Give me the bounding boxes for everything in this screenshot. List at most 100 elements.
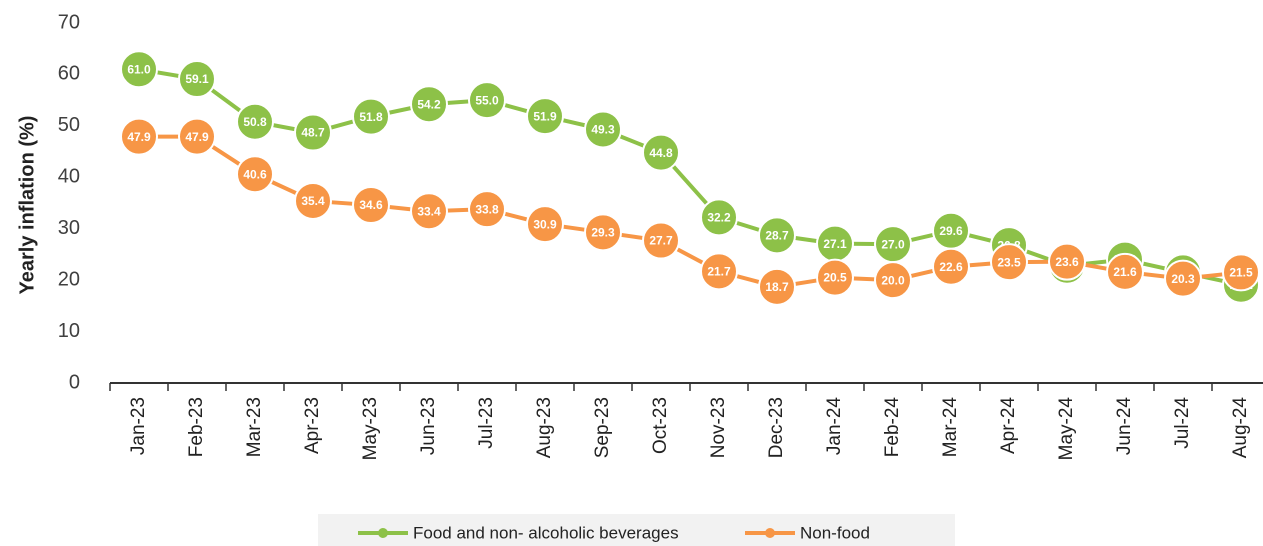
- point: [1222, 253, 1260, 292]
- point: [352, 186, 390, 225]
- y-tick-label: 40: [58, 166, 80, 188]
- data-label: 51.9: [533, 109, 557, 123]
- legend-marker: [378, 528, 388, 538]
- point: [178, 117, 216, 156]
- y-tick-label: 10: [58, 320, 80, 342]
- x-tick-label: Sep-23: [592, 397, 613, 458]
- data-label: 21.7: [707, 265, 731, 279]
- point: [816, 258, 854, 297]
- x-tick-label: Aug-24: [1230, 397, 1251, 459]
- data-label: 20.3: [1171, 272, 1195, 286]
- y-tick-label: 50: [58, 114, 80, 136]
- point: [700, 252, 738, 291]
- point: [526, 97, 564, 136]
- data-label: 18.7: [765, 280, 789, 294]
- x-tick-label: May-23: [360, 397, 381, 460]
- x-tick-label: Jul-23: [476, 397, 497, 449]
- data-label: 34.6: [359, 198, 383, 212]
- legend-marker: [765, 528, 775, 538]
- y-tick-label: 20: [58, 268, 80, 290]
- point: [120, 50, 158, 89]
- data-label: 20.5: [823, 271, 847, 285]
- x-tick-label: Mar-24: [940, 397, 961, 458]
- point: [584, 110, 622, 149]
- data-label: 30.9: [533, 217, 557, 231]
- data-label: 61.0: [127, 62, 151, 76]
- point: [990, 243, 1028, 282]
- y-tick-label: 30: [58, 217, 80, 239]
- point: [932, 247, 970, 286]
- point: [178, 60, 216, 99]
- data-label: 33.8: [475, 202, 499, 216]
- data-label: 55.0: [475, 93, 499, 107]
- x-tick-label: Feb-24: [882, 397, 903, 458]
- data-label: 27.7: [649, 234, 673, 248]
- data-label: 29.3: [591, 225, 615, 239]
- x-tick-label: Mar-23: [244, 397, 265, 457]
- data-label: 48.7: [301, 126, 325, 140]
- point: [758, 216, 796, 255]
- x-tick-label: Apr-24: [998, 397, 1019, 454]
- point: [294, 181, 332, 220]
- point: [1048, 242, 1086, 281]
- legend-box: [318, 514, 955, 546]
- x-tick-label: Feb-23: [186, 397, 207, 457]
- y-tick-label: 60: [58, 63, 80, 85]
- x-tick-label: Dec-23: [766, 397, 787, 458]
- x-tick-label: Jun-24: [1114, 397, 1135, 456]
- data-label: 27.1: [823, 237, 847, 251]
- x-tick-label: Jul-24: [1172, 397, 1193, 449]
- data-label: 20.0: [881, 273, 905, 287]
- point: [352, 97, 390, 136]
- point: [236, 102, 274, 141]
- data-label: 50.8: [243, 115, 267, 129]
- point: [236, 155, 274, 194]
- data-label: 33.4: [417, 204, 441, 218]
- data-label: 28.7: [765, 229, 789, 243]
- point: [584, 213, 622, 252]
- point: [294, 113, 332, 152]
- data-label: 47.9: [127, 130, 151, 144]
- data-label: 27.0: [881, 237, 905, 251]
- point: [874, 261, 912, 300]
- point: [468, 190, 506, 229]
- point: [410, 85, 448, 124]
- point: [410, 192, 448, 231]
- data-label: 51.8: [359, 110, 383, 124]
- y-axis-label: Yearly inflation (%): [16, 116, 38, 295]
- x-tick-label: Jan-24: [824, 397, 845, 456]
- data-label: 29.6: [939, 224, 963, 238]
- data-label: 44.8: [649, 146, 673, 160]
- x-tick-label: May-24: [1056, 397, 1077, 461]
- point: [468, 81, 506, 120]
- point: [700, 198, 738, 237]
- legend-label: Food and non- alcoholic beverages: [413, 523, 679, 542]
- x-tick-label: Jun-23: [418, 397, 439, 455]
- data-label: 22.6: [939, 260, 963, 274]
- x-tick-label: Oct-23: [650, 397, 671, 454]
- x-tick-label: Nov-23: [708, 397, 729, 458]
- point: [1164, 259, 1202, 298]
- data-label: 47.9: [185, 130, 209, 144]
- point: [758, 267, 796, 306]
- data-label: 40.6: [243, 167, 267, 181]
- data-label: 32.2: [707, 211, 731, 225]
- data-label: 21.5: [1229, 266, 1253, 280]
- x-tick-label: Jan-23: [128, 397, 149, 455]
- x-tick-label: Aug-23: [534, 397, 555, 458]
- data-label: 23.5: [997, 255, 1021, 269]
- data-label: 59.1: [185, 72, 209, 86]
- x-tick-label: Apr-23: [302, 397, 323, 454]
- point: [642, 221, 680, 260]
- data-label: 21.6: [1113, 265, 1137, 279]
- point: [120, 117, 158, 156]
- data-label: 54.2: [417, 97, 441, 111]
- data-label: 35.4: [301, 194, 325, 208]
- legend-label: Non-food: [800, 523, 870, 542]
- y-tick-label: 70: [58, 11, 80, 33]
- point: [1106, 252, 1144, 291]
- point: [642, 133, 680, 172]
- point: [526, 205, 564, 244]
- data-label: 23.6: [1055, 255, 1079, 269]
